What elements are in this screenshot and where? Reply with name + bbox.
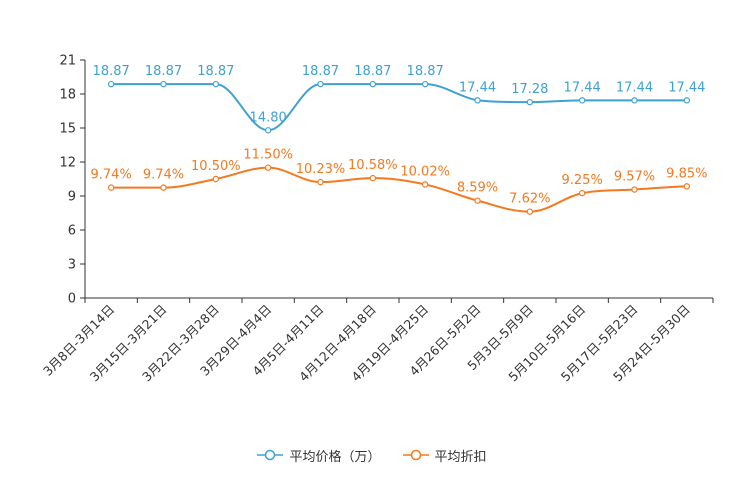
y-tick-label: 18 xyxy=(59,88,76,103)
y-tick-label: 6 xyxy=(68,224,76,239)
data-label-price: 17.44 xyxy=(668,80,705,95)
data-label-discount: 11.50% xyxy=(243,148,293,163)
legend-item-price[interactable]: 平均价格（万） xyxy=(257,446,381,465)
data-label-discount: 10.02% xyxy=(400,164,450,179)
data-label-price: 18.87 xyxy=(197,64,234,79)
data-point-price[interactable] xyxy=(212,80,220,88)
data-point-discount[interactable] xyxy=(683,183,691,190)
data-label-discount: 9.57% xyxy=(614,170,655,185)
data-label-discount: 9.74% xyxy=(143,168,184,183)
data-point-price[interactable] xyxy=(107,80,115,88)
data-label-discount: 8.59% xyxy=(457,181,498,196)
y-tick-label: 3 xyxy=(68,258,76,273)
data-label-discount: 9.74% xyxy=(91,168,132,183)
data-label-price: 17.44 xyxy=(459,80,496,95)
data-point-discount[interactable] xyxy=(264,164,272,171)
data-point-discount[interactable] xyxy=(526,208,534,215)
data-label-price: 17.28 xyxy=(511,82,548,97)
data-point-discount[interactable] xyxy=(317,178,324,186)
legend-label-price: 平均价格（万） xyxy=(289,449,381,465)
data-point-discount[interactable] xyxy=(578,189,586,197)
data-label-price: 17.44 xyxy=(616,80,653,95)
data-point-price[interactable] xyxy=(264,127,272,134)
y-tick-label: 21 xyxy=(59,54,76,69)
data-point-price[interactable] xyxy=(421,80,429,88)
data-label-price: 18.87 xyxy=(145,64,182,79)
y-tick-label: 9 xyxy=(68,190,76,205)
data-point-discount[interactable] xyxy=(107,184,115,191)
series-line-discount xyxy=(111,166,687,213)
data-point-price[interactable] xyxy=(526,98,534,106)
data-point-discount[interactable] xyxy=(474,197,481,204)
legend-line-circle-icon xyxy=(257,449,284,461)
y-tick-label: 15 xyxy=(59,122,76,137)
legend-line-circle-icon xyxy=(402,449,429,461)
data-label-price: 17.44 xyxy=(564,80,601,95)
data-point-price[interactable] xyxy=(160,80,167,88)
data-label-price: 18.87 xyxy=(93,64,130,79)
data-point-price[interactable] xyxy=(578,97,586,104)
y-tick-label: 0 xyxy=(68,292,76,307)
data-point-price[interactable] xyxy=(369,80,377,88)
data-point-price[interactable] xyxy=(631,97,638,104)
data-label-discount: 10.23% xyxy=(296,162,346,177)
data-point-discount[interactable] xyxy=(160,184,167,191)
data-point-price[interactable] xyxy=(317,80,324,88)
data-label-price: 18.87 xyxy=(354,64,391,79)
data-label-price: 14.80 xyxy=(250,110,287,125)
data-point-discount[interactable] xyxy=(631,186,638,193)
data-point-discount[interactable] xyxy=(369,174,377,182)
data-point-price[interactable] xyxy=(683,97,691,104)
data-label-discount: 9.85% xyxy=(666,166,707,181)
data-label-discount: 10.58% xyxy=(348,158,398,173)
chart-legend: 平均价格（万） 平均折扣 xyxy=(0,444,744,466)
legend-item-discount[interactable]: 平均折扣 xyxy=(402,446,487,465)
data-label-price: 18.87 xyxy=(407,64,444,79)
y-tick-label: 12 xyxy=(59,156,76,171)
data-point-discount[interactable] xyxy=(212,175,220,183)
data-label-discount: 10.50% xyxy=(191,159,241,174)
data-label-discount: 7.62% xyxy=(509,192,550,207)
data-label-price: 18.87 xyxy=(302,64,339,79)
data-point-discount[interactable] xyxy=(421,181,429,188)
data-point-price[interactable] xyxy=(474,97,481,104)
data-label-discount: 9.25% xyxy=(562,173,603,188)
legend-label-discount: 平均折扣 xyxy=(434,449,487,465)
